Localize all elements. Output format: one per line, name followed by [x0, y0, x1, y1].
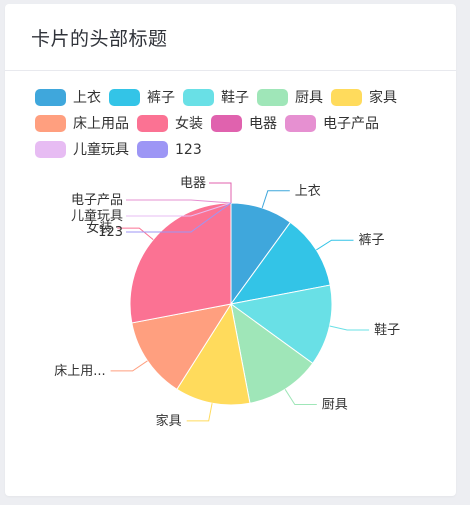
legend-item-series-7[interactable]: 电器 — [211, 115, 277, 132]
pie-label-series-1: 裤子 — [316, 233, 385, 251]
pie-label-series-10: 123 — [98, 202, 232, 240]
leader-line — [126, 202, 232, 217]
card-title: 卡片的头部标题 — [31, 27, 168, 50]
pie-label-text: 电子产品 — [71, 193, 123, 208]
pie-label-text: 床上用... — [54, 364, 105, 379]
legend-item-series-0[interactable]: 上衣 — [35, 89, 101, 106]
legend-label: 上衣 — [73, 90, 101, 106]
leader-line — [316, 239, 354, 251]
legend-item-series-2[interactable]: 鞋子 — [183, 89, 249, 106]
legend-item-series-10[interactable]: 123 — [137, 141, 202, 158]
legend-swatch — [285, 115, 316, 132]
pie-label-series-5: 床上用... — [54, 360, 148, 379]
legend-swatch — [137, 141, 168, 158]
leader-line — [117, 227, 154, 240]
legend-swatch — [183, 89, 214, 106]
pie-label-series-2: 鞋子 — [329, 322, 400, 338]
legend-item-series-1[interactable]: 裤子 — [109, 89, 175, 106]
legend-swatch — [35, 89, 66, 106]
legend-swatch — [331, 89, 362, 106]
leader-line — [126, 199, 232, 204]
card-body: 上衣 裤子 鞋子 厨具 家具 床上用品 女装 电器 电子产品 儿童玩具 123 上衣 裤子 鞋子 厨具 家具… — [5, 71, 456, 495]
leader-line — [186, 403, 213, 422]
pie-slice-series-1[interactable] — [229, 221, 331, 305]
legend-label: 家具 — [369, 89, 397, 106]
pie-label-text: 儿童玩具 — [71, 208, 123, 224]
legend-item-series-3[interactable]: 厨具 — [257, 89, 323, 106]
pie-label-text: 鞋子 — [374, 322, 400, 338]
pie-label-series-3: 厨具 — [284, 389, 348, 413]
legend-swatch — [35, 141, 66, 158]
leader-line — [284, 389, 317, 405]
pie-label-series-8: 电子产品 — [71, 193, 232, 208]
pie-label-text: 厨具 — [322, 398, 348, 413]
pie-slice-series-2[interactable] — [229, 284, 333, 365]
pie-label-text: 家具 — [156, 413, 182, 429]
pie-slices — [129, 202, 333, 406]
leader-line — [329, 325, 370, 331]
legend-item-series-6[interactable]: 女装 — [137, 115, 203, 132]
legend-swatch — [137, 115, 168, 132]
card-header: 卡片的头部标题 — [5, 4, 456, 71]
pie-label-series-0: 上衣 — [261, 183, 321, 209]
pie-label-text: 电器 — [180, 176, 206, 191]
leader-line — [209, 182, 232, 203]
chart-card: 卡片的头部标题 上衣 裤子 鞋子 厨具 家具 床上用品 女装 电器 电子产品 儿童玩具 123 上衣… — [5, 4, 456, 496]
legend-label: 123 — [175, 142, 202, 158]
legend-swatch — [35, 115, 66, 132]
legend-label: 厨具 — [295, 90, 323, 106]
legend-label: 女装 — [175, 115, 203, 132]
legend-item-series-9[interactable]: 儿童玩具 — [35, 141, 129, 158]
legend-item-series-4[interactable]: 家具 — [331, 89, 397, 106]
pie-label-series-6: 女装 — [86, 220, 154, 240]
legend-label: 床上用品 — [73, 116, 129, 132]
legend-label: 鞋子 — [221, 90, 249, 106]
pie-label-series-9: 儿童玩具 — [71, 202, 232, 224]
leader-line — [110, 360, 148, 372]
legend-label: 儿童玩具 — [73, 141, 129, 158]
pie-slice-series-6[interactable] — [129, 202, 232, 324]
pie-slice-series-3[interactable] — [230, 302, 314, 404]
leader-line — [261, 190, 290, 209]
pie-label-text: 上衣 — [295, 183, 321, 199]
legend-label: 裤子 — [147, 90, 175, 106]
legend-swatch — [257, 89, 288, 106]
leader-line — [126, 202, 232, 233]
pie-label-text: 女装 — [86, 220, 112, 236]
pie-label-text: 裤子 — [359, 233, 385, 248]
legend-label: 电子产品 — [323, 116, 379, 132]
legend-label: 电器 — [249, 116, 277, 132]
legend-swatch — [211, 115, 242, 132]
legend-item-series-5[interactable]: 床上用品 — [35, 115, 129, 132]
legend-item-series-8[interactable]: 电子产品 — [285, 115, 379, 132]
pie-label-series-7: 电器 — [180, 176, 232, 203]
pie-label-series-4: 家具 — [156, 403, 213, 429]
pie-label-text: 123 — [98, 225, 123, 240]
legend-swatch — [109, 89, 140, 106]
